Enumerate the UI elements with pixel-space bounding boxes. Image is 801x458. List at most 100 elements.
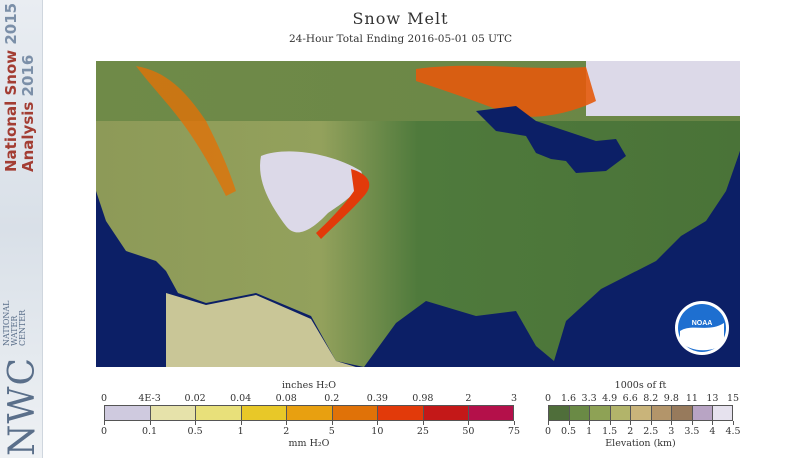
elev_legend-tick [733, 421, 734, 425]
melt_legend-tick [286, 421, 288, 425]
melt_legend-top-label: 2 [465, 393, 472, 404]
elev_legend-bottom-label: 4.5 [725, 426, 741, 437]
org-name-small: NATIONAL WATER CENTER [2, 300, 27, 346]
elev_legend-tick [568, 421, 570, 425]
elev_legend-swatch [692, 406, 714, 420]
melt_legend-tick [377, 421, 379, 425]
melt_legend-swatch [469, 406, 513, 420]
elev_legend-tick [650, 421, 652, 425]
elev_legend-tick [671, 421, 673, 425]
canada-melt-band [416, 65, 596, 117]
melt_legend-swatch [150, 406, 197, 420]
melt_legend-title-top: inches H₂O [282, 380, 336, 391]
noaa-logo: NOAA [675, 301, 729, 355]
melt_legend-tick [195, 421, 197, 425]
elev_legend-title-bottom: Elevation (km) [605, 438, 676, 449]
noaa-logo-text: NOAA [692, 320, 713, 327]
brand-line-national-snow: National Snow 2015 [2, 2, 20, 172]
elev_legend-bottom-label: 3 [668, 426, 675, 437]
melt_legend-top-label: 0.08 [275, 393, 297, 404]
melt_legend-tick [104, 421, 105, 425]
melt_legend-top-label: 0.2 [324, 393, 340, 404]
melt_legend-top-label: 0.39 [366, 393, 388, 404]
elev_legend-tick [691, 421, 693, 425]
elev_legend-bottom-label: 0 [544, 426, 552, 437]
melt_legend-bottom-label: 0.5 [187, 426, 203, 437]
elev_legend-top-label: 13 [706, 393, 719, 404]
melt_legend-tick [514, 421, 515, 425]
elev_legend-top-label: 3.3 [581, 393, 597, 404]
melt_legend-top-label: 0 [100, 393, 108, 404]
melt_legend-top-label: 0.04 [230, 393, 252, 404]
us-land [96, 121, 740, 367]
elev_legend-swatch [631, 406, 652, 420]
org-logo-nwc: NWC [2, 356, 43, 456]
melt_legend-title-bottom: mm H₂O [288, 438, 330, 449]
elev_legend-swatch [651, 406, 673, 420]
elev_legend-bottom-label: 3.5 [684, 426, 700, 437]
elev_legend-tick [712, 421, 714, 425]
page-subtitle: 24-Hour Total Ending 2016-05-01 05 UTC [289, 33, 512, 45]
elev_legend-swatch [569, 406, 591, 420]
elev_legend-top-label: 0 [544, 393, 552, 404]
elev_legend-top-label: 4.9 [602, 393, 618, 404]
melt_legend-bottom-label: 75 [507, 426, 521, 437]
mexico-land [166, 293, 356, 367]
melt_legend-bottom-label: 2 [283, 426, 290, 437]
elev_legend-swatch [713, 406, 732, 420]
snow-plains [260, 151, 363, 233]
elev_legend-bottom-label: 2 [627, 426, 634, 437]
melt_legend-swatch [332, 406, 379, 420]
mountain-melt [136, 66, 236, 196]
melt_legend-top-label: 0.02 [184, 393, 206, 404]
melt_legend-bottom-label: 1 [237, 426, 244, 437]
elev_legend-title-top: 1000s of ft [614, 380, 667, 391]
elev_legend-tick [609, 421, 611, 425]
elev_legend-top-label: 11 [685, 393, 698, 404]
page-title: Snow Melt [352, 9, 449, 28]
elev_legend-swatch [672, 406, 693, 420]
elev_legend-tick [548, 421, 549, 425]
elev_legend-top-label: 9.8 [663, 393, 679, 404]
melt_legend-swatch [241, 406, 288, 420]
elev_legend-top-label: 6.6 [622, 393, 638, 404]
melt_legend-bottom-label: 0.1 [141, 426, 158, 437]
melt_legend-top-label: 3 [510, 393, 518, 404]
elev_legend-bottom-label: 0.5 [560, 426, 577, 437]
elev_legend-color-bar [548, 405, 733, 421]
sidebar-banner: National Snow 2015 Analysis 2016 NATIONA… [0, 0, 43, 458]
melt_legend-top-label: 4E-3 [138, 393, 161, 404]
melt_legend-tick [331, 421, 333, 425]
melt-front [316, 169, 370, 239]
melt_legend-bottom-label: 25 [416, 426, 429, 437]
melt_legend-color-bar [104, 405, 514, 421]
elev_legend-bottom-label: 4 [709, 426, 716, 437]
elev_legend-swatch [590, 406, 611, 420]
melt_legend-bottom-label: 50 [462, 426, 475, 437]
melt_legend-bottom-label: 10 [371, 426, 384, 437]
melt_legend-top-label: 0.98 [412, 393, 434, 404]
elev_legend-bottom-label: 2.5 [643, 426, 659, 437]
melt_legend-swatch [378, 406, 424, 420]
melt_legend-bottom-label: 5 [328, 426, 335, 437]
elev_legend-bottom-label: 1.5 [602, 426, 618, 437]
melt_legend-tick [240, 421, 242, 425]
brand-line-analysis: Analysis 2016 [19, 54, 37, 172]
canada-snow [586, 61, 740, 116]
melt_legend-tick [468, 421, 470, 425]
elev_legend-top-label: 15 [726, 393, 740, 404]
snow-melt-map: NOAA [96, 61, 740, 367]
melt_legend-tick [422, 421, 424, 425]
elev_legend-swatch [549, 406, 570, 420]
melt_legend-swatch [196, 406, 242, 420]
melt_legend-tick [149, 421, 151, 425]
elev_legend-tick [589, 421, 591, 425]
great-lakes [476, 106, 626, 173]
elev_legend-top-label: 8.2 [643, 393, 659, 404]
melt_legend-swatch [287, 406, 333, 420]
melt_legend-bottom-label: 0 [100, 426, 108, 437]
melt_legend-swatch [423, 406, 470, 420]
elev_legend-top-label: 1.6 [560, 393, 577, 404]
melt_legend-swatch [105, 406, 151, 420]
elev_legend-bottom-label: 1 [586, 426, 593, 437]
